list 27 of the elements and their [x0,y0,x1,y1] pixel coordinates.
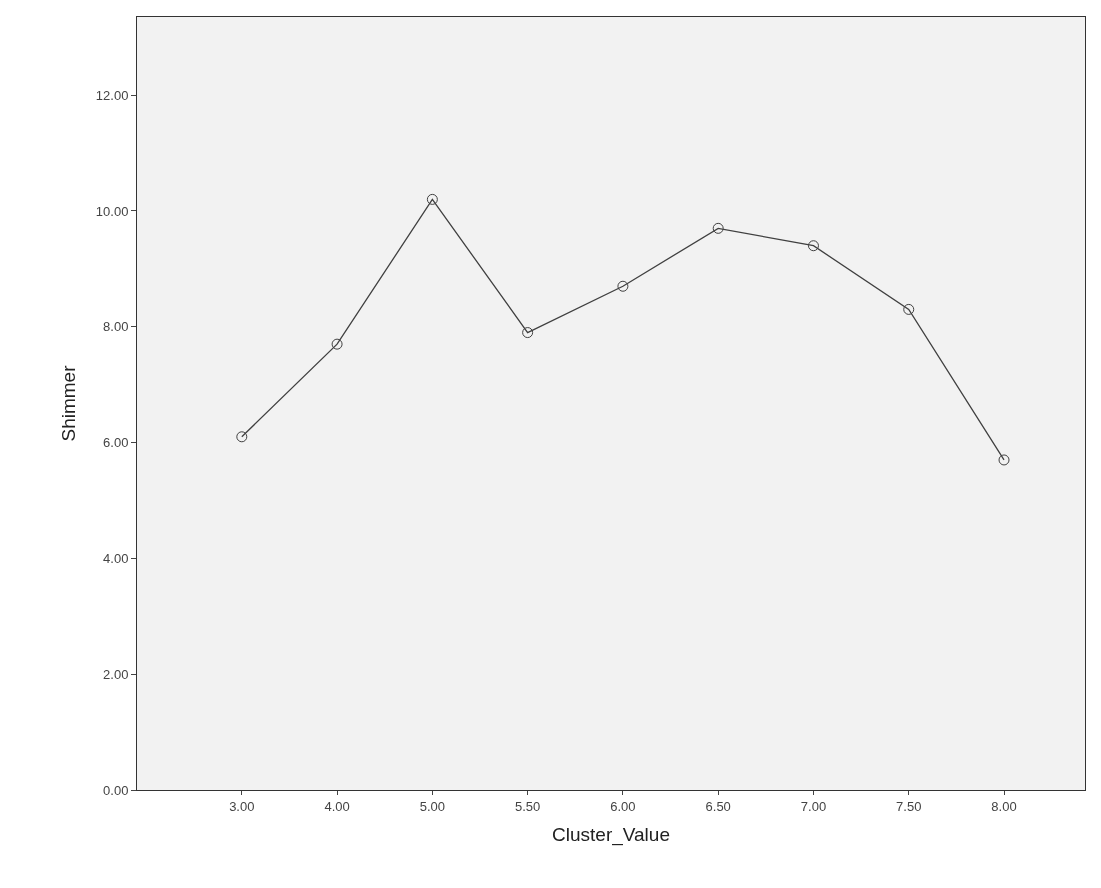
point [712,222,724,234]
y-tick-label: 12.00 [95,87,129,103]
x-tick-label: 8.00 [991,798,1017,814]
x-tick-label: 4.00 [324,798,350,814]
point [236,431,248,443]
y-tick-label: 8.00 [103,319,129,335]
point [903,303,915,315]
point [998,454,1010,466]
x-axis-title: Cluster_Value [552,824,670,847]
y-tick-label: 0.00 [103,782,129,798]
y-tick-label: 4.00 [103,550,129,566]
y-tick-label: 6.00 [103,435,129,451]
x-tick-label: 5.00 [419,798,446,814]
point [331,338,343,350]
point [807,240,819,252]
x-tick-label: 3.00 [229,798,255,814]
x-tick-label: 6.00 [610,798,636,814]
x-tick-label: 7.00 [800,798,827,814]
x-tick-label: 5.50 [514,798,541,814]
point [617,280,629,292]
point [426,193,438,205]
y-tick-label: 2.00 [103,666,129,682]
y-axis-title: Shimmer [57,364,79,442]
y-tick-label: 10.00 [95,203,129,219]
x-tick-label: 6.50 [705,798,731,814]
x-tick-label: 7.50 [896,798,922,814]
point [522,327,534,339]
